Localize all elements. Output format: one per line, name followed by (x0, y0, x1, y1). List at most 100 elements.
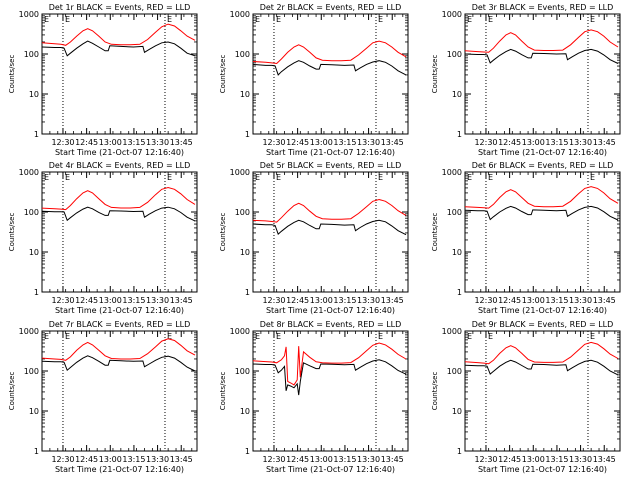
chart-panel: Det 6r BLACK = Events, RED = LLD 1 10 100 10… (431, 161, 621, 315)
time-marker-label: E (488, 15, 493, 24)
series-line (252, 359, 407, 396)
x-tick-label: 12:45 (75, 296, 98, 305)
x-tick-label: 13:15 (333, 296, 356, 305)
x-tick-label: 12:45 (498, 138, 521, 147)
chart-panel: Det 8r BLACK = Events, RED = LLD 1 10 100 10… (219, 320, 409, 474)
corner-marker-label: E (255, 173, 260, 182)
chart-panel: Det 2r BLACK = Events, RED = LLD 1 10 100 10… (219, 3, 409, 157)
x-tick-label: 13:30 (146, 138, 169, 147)
y-tick-label: 1000 (19, 10, 39, 19)
time-marker-label: E (378, 15, 383, 24)
corner-marker-label: E (44, 332, 49, 341)
x-axis-label: Start Time (21-Oct-07 12:16:40) (55, 465, 184, 474)
chart-title: Det 5r BLACK = Events, RED = LLD (260, 161, 402, 170)
y-tick-label: 100 (447, 367, 462, 376)
series-line (41, 186, 196, 211)
x-tick-label: 13:30 (357, 138, 380, 147)
x-tick-label: 13:15 (333, 455, 356, 464)
series-line (464, 48, 619, 64)
y-tick-label: 100 (24, 50, 39, 59)
x-tick-label: 12:30 (474, 296, 497, 305)
x-tick-label: 13:00 (310, 455, 333, 464)
x-tick-label: 13:30 (569, 138, 592, 147)
chart-panel: Det 7r BLACK = Events, RED = LLD 1 10 100 10… (8, 320, 198, 474)
x-tick-label: 12:45 (286, 296, 309, 305)
y-tick-label: 10 (240, 248, 250, 257)
corner-marker-label: E (44, 15, 49, 24)
time-marker-label: E (65, 332, 70, 341)
x-tick-label: 13:45 (170, 296, 193, 305)
time-marker-label: E (488, 332, 493, 341)
y-tick-label: 1 (34, 288, 39, 297)
x-axis-label: Start Time (21-Oct-07 12:16:40) (478, 465, 607, 474)
series-line (252, 198, 407, 223)
y-tick-label: 100 (447, 50, 462, 59)
y-tick-label: 1000 (442, 168, 462, 177)
x-tick-label: 13:15 (122, 455, 145, 464)
time-marker-label: E (590, 332, 595, 341)
chart-title: Det 6r BLACK = Events, RED = LLD (472, 161, 614, 170)
series-line (252, 342, 407, 386)
x-tick-label: 13:15 (545, 296, 568, 305)
time-marker-label: E (488, 173, 493, 182)
series-line (464, 359, 619, 376)
x-tick-label: 13:00 (522, 138, 545, 147)
plot-frame (41, 171, 198, 293)
chart-title: Det 3r BLACK = Events, RED = LLD (472, 3, 614, 12)
x-tick-label: 13:00 (99, 455, 122, 464)
series-line (252, 40, 407, 65)
x-tick-label: 13:15 (122, 296, 145, 305)
y-tick-label: 1000 (442, 327, 462, 336)
chart-title: Det 9r BLACK = Events, RED = LLD (472, 320, 614, 329)
chart-panel: Det 4r BLACK = Events, RED = LLD 1 10 100 10… (8, 161, 198, 315)
y-tick-label: 10 (240, 407, 250, 416)
chart-panel: Det 3r BLACK = Events, RED = LLD 1 10 100 10… (431, 3, 621, 157)
x-tick-label: 13:00 (99, 138, 122, 147)
time-marker-label: E (167, 332, 172, 341)
y-tick-label: 1000 (230, 168, 250, 177)
y-tick-label: 100 (235, 208, 250, 217)
x-tick-label: 13:30 (146, 455, 169, 464)
x-axis-label: Start Time (21-Oct-07 12:16:40) (266, 148, 395, 157)
corner-marker-label: E (467, 173, 472, 182)
y-tick-label: 100 (235, 50, 250, 59)
y-tick-label: 1 (34, 130, 39, 139)
time-marker-label: E (378, 173, 383, 182)
plot-frame (464, 171, 621, 293)
y-tick-label: 10 (29, 90, 39, 99)
series-line (464, 341, 619, 365)
series-line (41, 355, 196, 372)
x-tick-label: 12:45 (498, 296, 521, 305)
x-tick-label: 13:00 (310, 138, 333, 147)
x-tick-label: 12:45 (75, 138, 98, 147)
chart-title: Det 2r BLACK = Events, RED = LLD (260, 3, 402, 12)
y-tick-label: 10 (452, 407, 462, 416)
y-tick-label: 1000 (230, 327, 250, 336)
corner-marker-label: E (255, 332, 260, 341)
y-axis-label: Counts/sec (431, 213, 439, 252)
y-axis-label: Counts/sec (8, 213, 16, 252)
x-tick-label: 12:30 (51, 455, 74, 464)
x-tick-label: 13:45 (593, 296, 616, 305)
x-tick-label: 13:00 (99, 296, 122, 305)
y-tick-label: 10 (29, 248, 39, 257)
x-tick-label: 12:30 (474, 455, 497, 464)
plot-frame (252, 171, 409, 293)
x-tick-label: 13:15 (545, 455, 568, 464)
plot-frame (41, 13, 198, 135)
y-tick-label: 1 (245, 447, 250, 456)
x-tick-label: 12:30 (51, 138, 74, 147)
x-tick-label: 12:45 (498, 455, 521, 464)
x-axis-label: Start Time (21-Oct-07 12:16:40) (478, 148, 607, 157)
x-tick-label: 13:15 (333, 138, 356, 147)
x-tick-label: 12:30 (262, 296, 285, 305)
x-axis-label: Start Time (21-Oct-07 12:16:40) (266, 465, 395, 474)
y-tick-label: 10 (240, 90, 250, 99)
y-tick-label: 1 (457, 130, 462, 139)
x-tick-label: 12:45 (286, 455, 309, 464)
time-marker-label: E (65, 15, 70, 24)
x-axis-label: Start Time (21-Oct-07 12:16:40) (266, 306, 395, 315)
y-axis-label: Counts/sec (219, 213, 227, 252)
x-tick-label: 12:30 (262, 455, 285, 464)
